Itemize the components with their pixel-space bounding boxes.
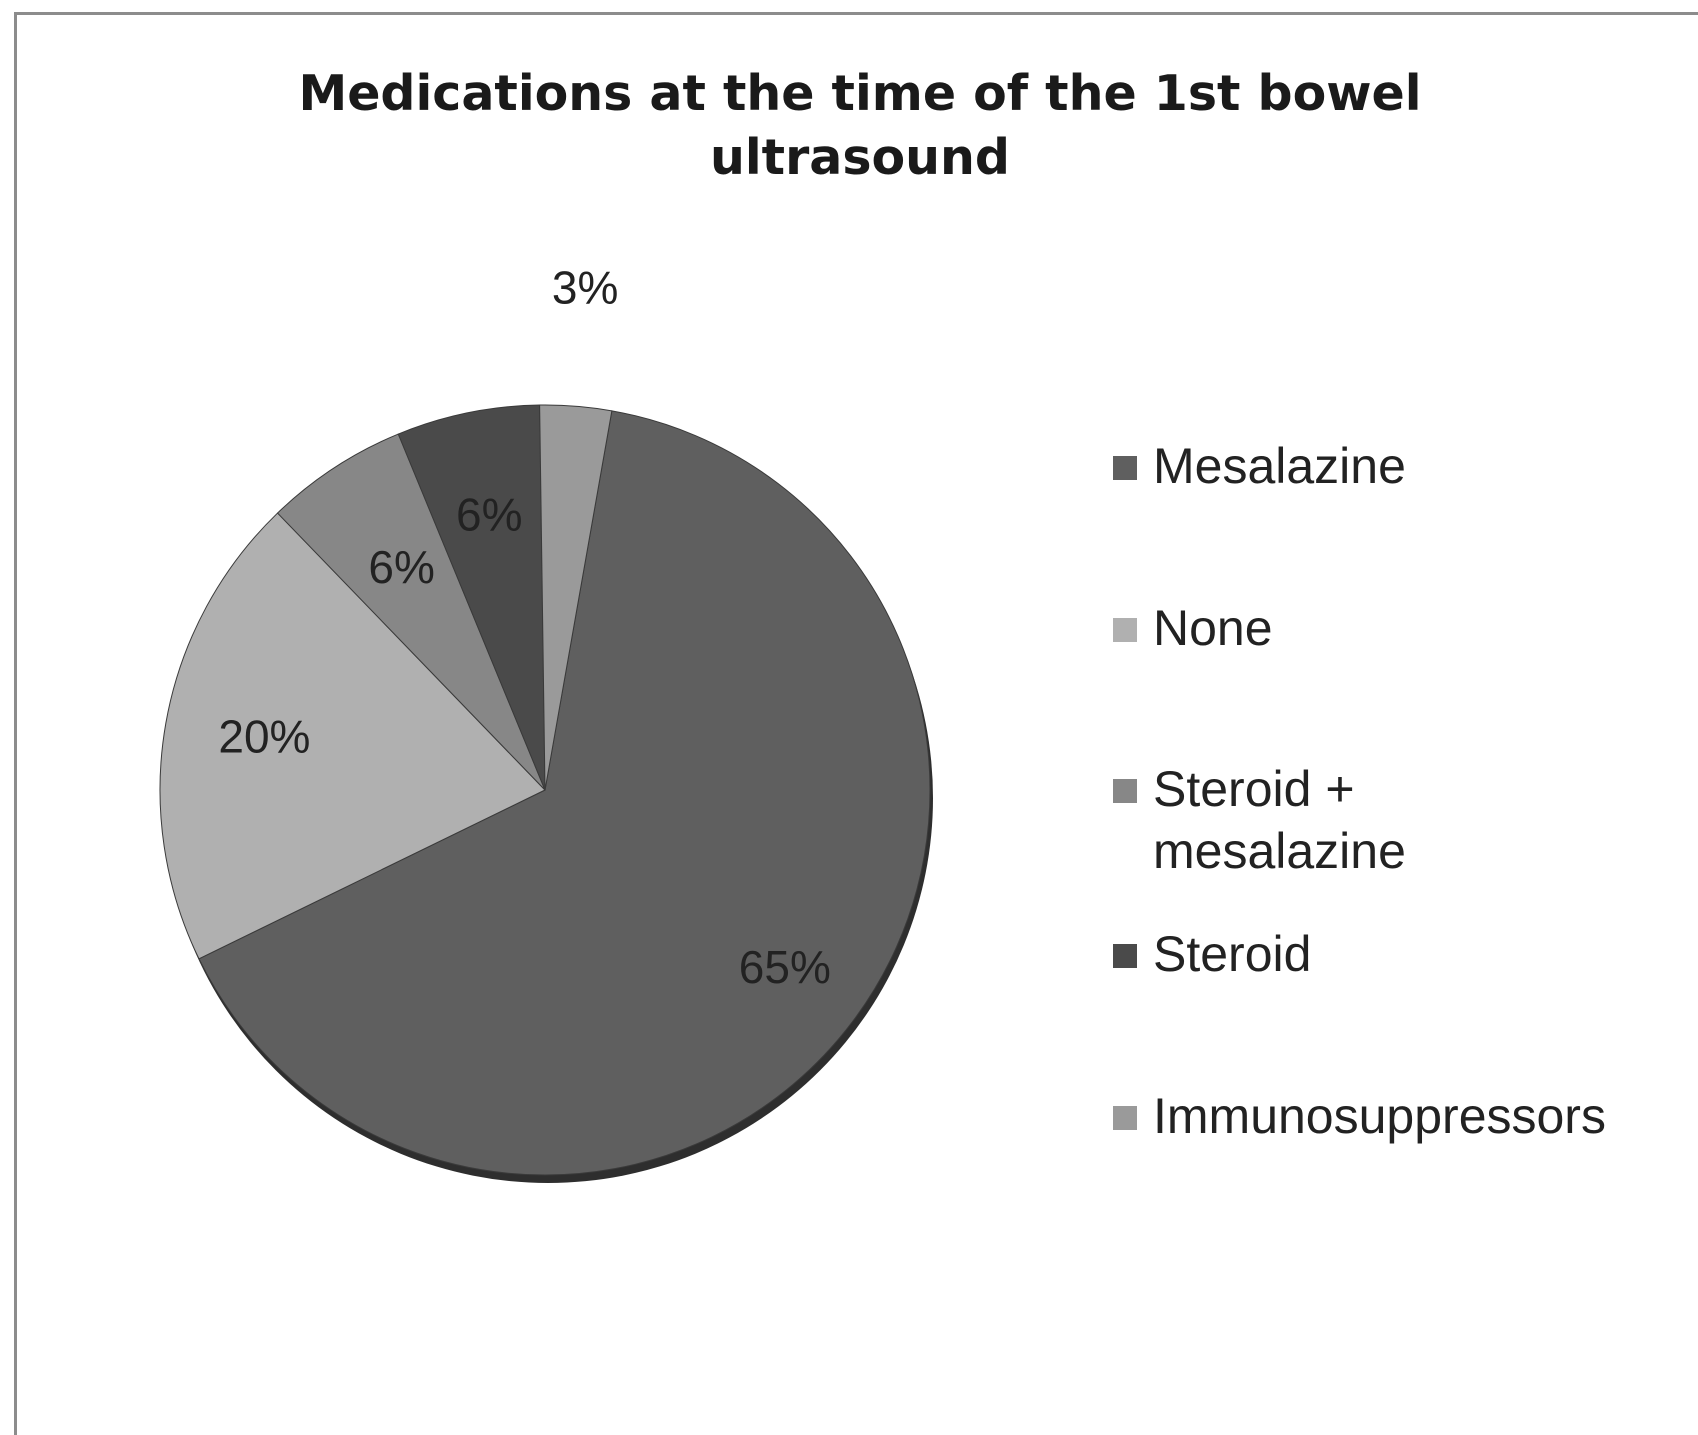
legend-label-steroid: Steroid xyxy=(1153,926,1311,982)
data-label-steroid: 6% xyxy=(456,489,522,541)
pie-slice-none xyxy=(159,512,546,960)
legend-label-none: None xyxy=(1153,600,1273,656)
legend-swatch-steroid-mesalazine xyxy=(1113,779,1137,803)
legend-item-none: None xyxy=(1113,600,1273,656)
chart-title-line-2: ultrasound xyxy=(709,129,1010,186)
data-label-steroid-mesalazine: 6% xyxy=(368,541,434,593)
legend-item-steroid: Steroid xyxy=(1113,926,1311,982)
pie-slice-steroid xyxy=(397,404,546,791)
data-label-none: 20% xyxy=(218,711,310,763)
legend-swatch-none xyxy=(1113,618,1137,642)
legend-item-immunosuppressors: Immunosuppressors xyxy=(1113,1088,1606,1144)
legend-label-steroid-mesalazine-line-2: mesalazine xyxy=(1153,823,1406,879)
pie-slice-mesalazine xyxy=(198,410,931,1176)
legend-swatch-immunosuppressors xyxy=(1113,1106,1137,1130)
legend-label-immunosuppressors: Immunosuppressors xyxy=(1153,1088,1606,1144)
legend-label-mesalazine: Mesalazine xyxy=(1153,438,1406,494)
legend-label-steroid-mesalazine-line-1: Steroid + xyxy=(1153,761,1355,817)
legend-swatch-mesalazine xyxy=(1113,456,1137,480)
data-label-immunosuppressors: 3% xyxy=(552,261,618,313)
pie-slice-steroid-mesalazine xyxy=(276,433,546,791)
chart-title-line-1: Medications at the time of the 1st bowel xyxy=(298,65,1422,122)
data-label-mesalazine: 65% xyxy=(739,941,831,993)
legend-item-steroid-mesalazine: Steroid + mesalazine xyxy=(1113,761,1406,879)
legend-item-mesalazine: Mesalazine xyxy=(1113,438,1406,494)
legend-swatch-steroid xyxy=(1113,944,1137,968)
pie-slice-immunosuppressors xyxy=(539,404,613,791)
chart-title: Medications at the time of the 1st bowel… xyxy=(0,62,1698,190)
